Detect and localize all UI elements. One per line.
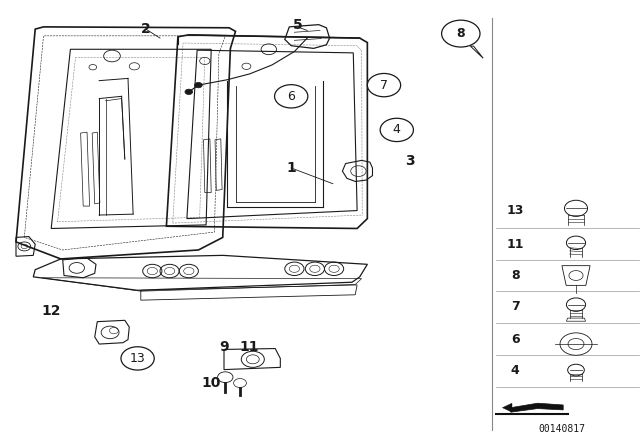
Text: 6: 6 <box>287 90 295 103</box>
Polygon shape <box>470 46 483 58</box>
Text: 12: 12 <box>42 304 61 319</box>
Text: 7: 7 <box>380 78 388 92</box>
Text: 11: 11 <box>240 340 259 354</box>
Text: 8: 8 <box>511 269 520 282</box>
Circle shape <box>367 73 401 97</box>
Text: 2: 2 <box>141 22 151 36</box>
Circle shape <box>195 82 202 88</box>
Circle shape <box>185 89 193 95</box>
Text: 13: 13 <box>506 204 524 217</box>
Text: 11: 11 <box>506 237 524 251</box>
Circle shape <box>275 85 308 108</box>
Text: 8: 8 <box>456 27 465 40</box>
Polygon shape <box>502 403 512 412</box>
Polygon shape <box>511 403 563 412</box>
Text: 13: 13 <box>130 352 145 365</box>
Text: 4: 4 <box>511 364 520 378</box>
Text: 7: 7 <box>511 300 520 314</box>
Circle shape <box>442 20 480 47</box>
Text: 9: 9 <box>219 340 229 354</box>
Text: 4: 4 <box>393 123 401 137</box>
Text: 3: 3 <box>404 154 415 168</box>
Circle shape <box>380 118 413 142</box>
Text: 6: 6 <box>511 333 520 346</box>
Text: 5: 5 <box>292 17 303 32</box>
Text: 00140817: 00140817 <box>538 424 586 434</box>
Text: 1: 1 <box>286 161 296 175</box>
Text: 10: 10 <box>202 376 221 390</box>
Circle shape <box>121 347 154 370</box>
